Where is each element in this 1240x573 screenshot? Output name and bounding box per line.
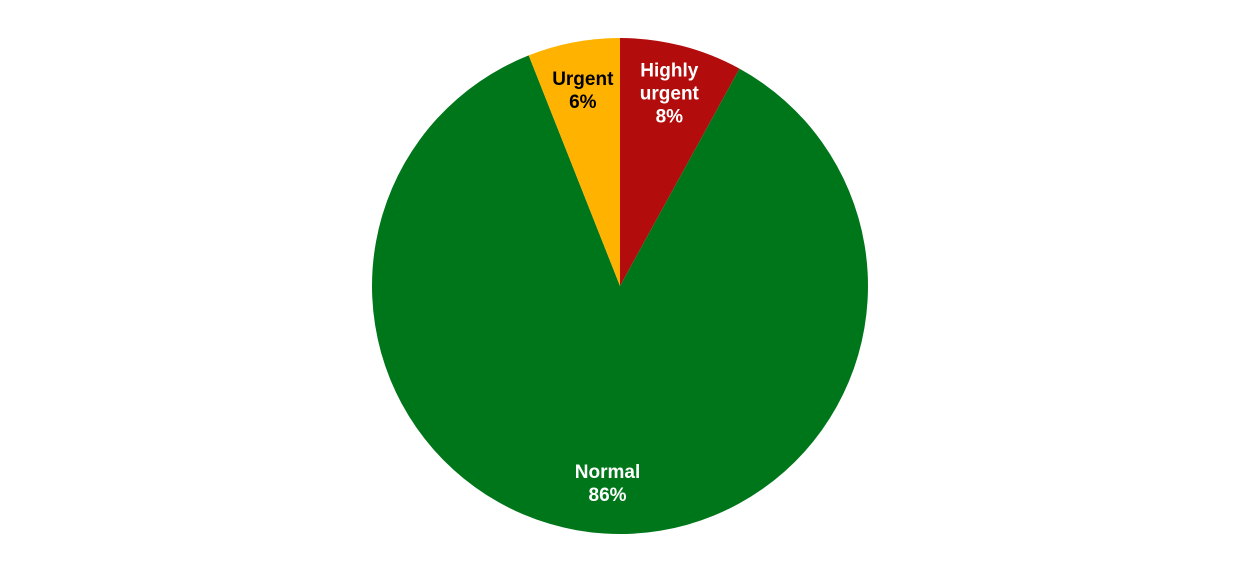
pie-slice xyxy=(620,38,740,286)
slice-label: Urgent 6% xyxy=(538,68,628,114)
slice-category: Urgent xyxy=(552,69,614,91)
pie-slice xyxy=(372,55,868,534)
slice-value: 6% xyxy=(569,92,597,114)
pie-slice xyxy=(528,38,620,286)
slice-value: 8% xyxy=(655,106,684,128)
slice-category: Highly urgent xyxy=(639,60,699,105)
slice-value: 86% xyxy=(588,485,627,506)
slice-category: Normal xyxy=(574,462,641,483)
slice-label: Normal 86% xyxy=(563,461,653,507)
slice-label: Highly urgent 8% xyxy=(624,59,714,128)
